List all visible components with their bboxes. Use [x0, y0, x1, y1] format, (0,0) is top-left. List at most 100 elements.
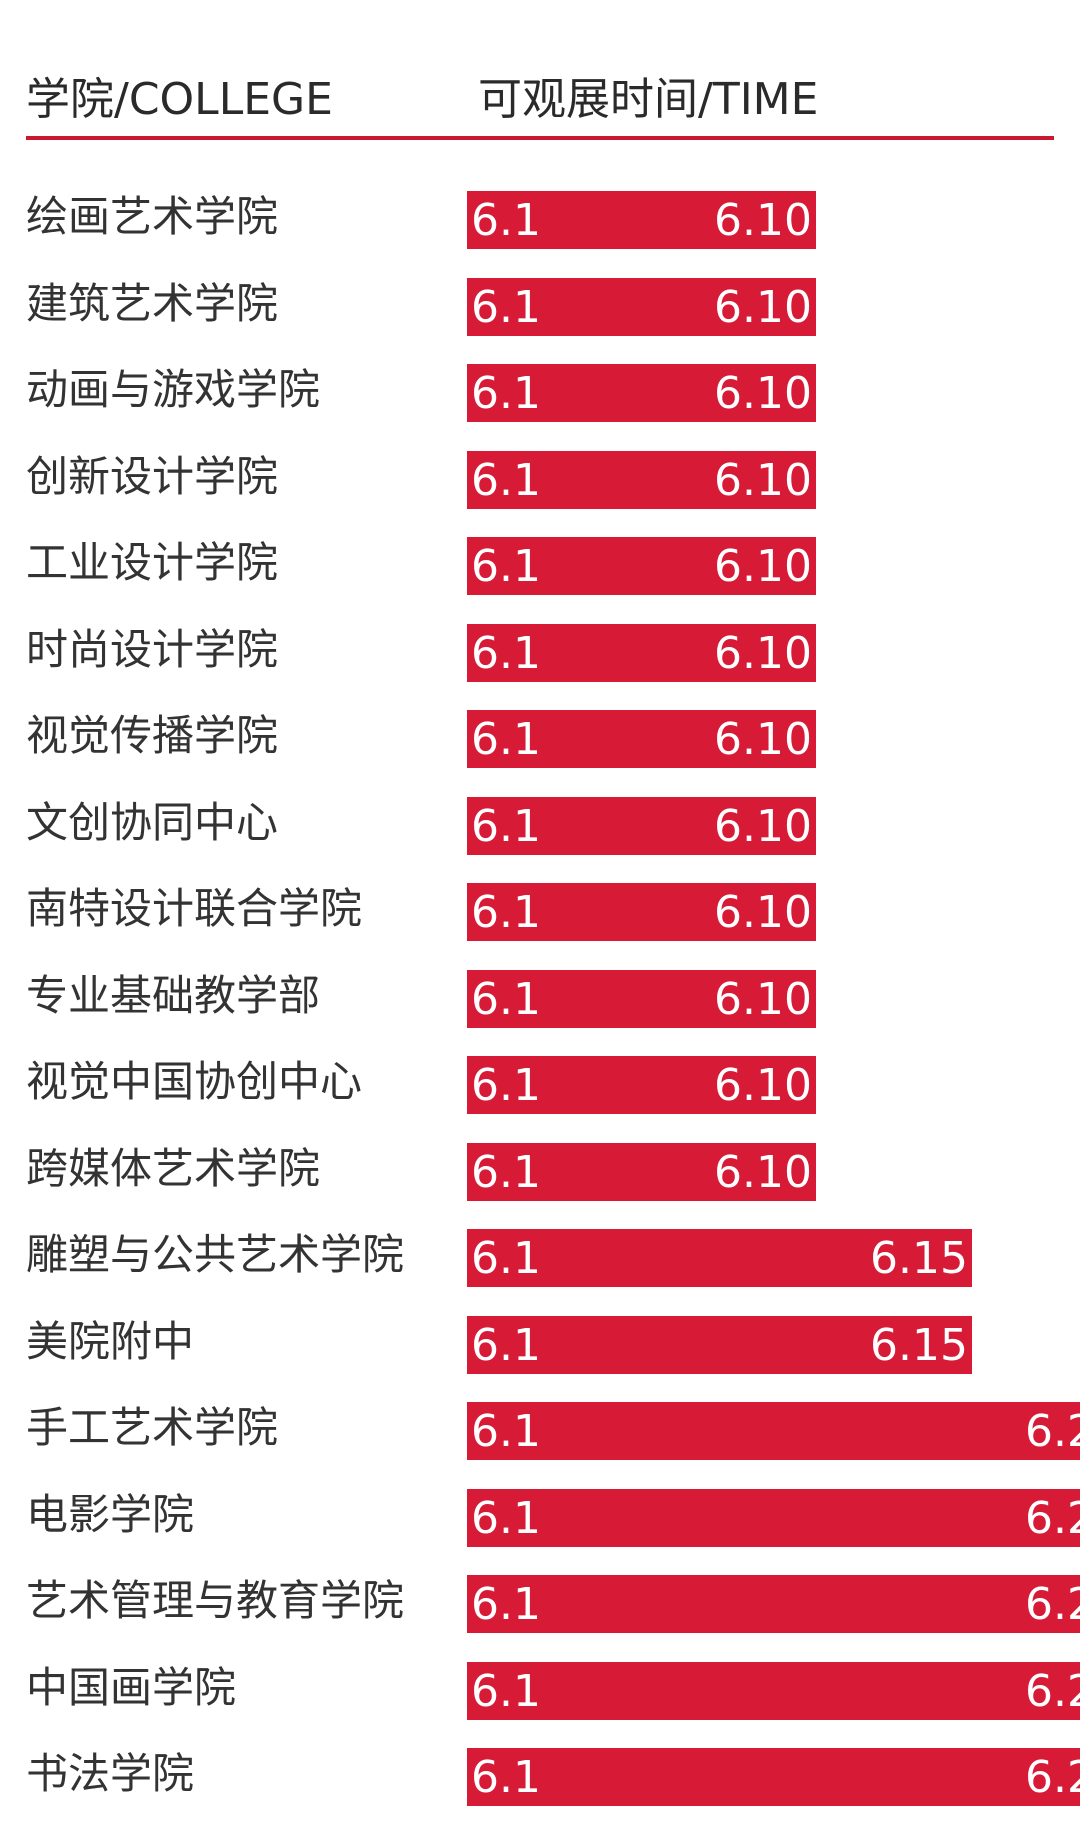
college-name: 美院附中	[26, 1316, 195, 1366]
college-row: 文创协同中心 6.1 6.10	[0, 793, 1080, 855]
college-name: 视觉中国协创中心	[26, 1057, 363, 1106]
bar-start-date: 6.1	[471, 1579, 541, 1630]
bar-start-date: 6.1	[471, 1406, 541, 1457]
bar-start-date: 6.1	[471, 281, 541, 333]
exhibition-period-bar: 6.1 6.20	[467, 1661, 1080, 1720]
bar-end-date: 6.10	[714, 541, 812, 592]
college-row: 雕塑与公共艺术学院 6.1 6.15	[0, 1225, 1080, 1287]
exhibition-period-bar: 6.1 6.10	[467, 450, 816, 509]
exhibition-period-bar: 6.1 6.10	[467, 537, 816, 595]
college-name: 艺术管理与教育学院	[26, 1576, 405, 1625]
bar-start-date: 6.1	[471, 800, 541, 852]
bar-start-date: 6.1	[471, 714, 541, 765]
bar-end-date: 6.15	[870, 1233, 968, 1284]
college-name: 动画与游戏学院	[26, 365, 321, 414]
exhibition-period-bar: 6.1 6.10	[467, 796, 816, 855]
bar-end-date: 6.10	[714, 454, 812, 506]
college-row: 时尚设计学院 6.1 6.10	[0, 620, 1080, 682]
college-row: 书法学院 6.1 6.20	[0, 1744, 1080, 1806]
header-divider	[26, 136, 1054, 140]
exhibition-period-bar: 6.1 6.15	[467, 1229, 972, 1287]
exhibition-period-bar: 6.1 6.10	[467, 364, 816, 422]
bar-end-date: 6.20	[1025, 1406, 1080, 1457]
college-row: 工业设计学院 6.1 6.10	[0, 533, 1080, 595]
bar-start-date: 6.1	[471, 627, 541, 679]
bar-start-date: 6.1	[471, 1146, 541, 1198]
college-name: 手工艺术学院	[26, 1403, 279, 1452]
bar-start-date: 6.1	[471, 1665, 541, 1717]
college-row: 跨媒体艺术学院 6.1 6.10	[0, 1139, 1080, 1201]
exhibition-period-bar: 6.1 6.20	[467, 1488, 1080, 1547]
bar-start-date: 6.1	[471, 195, 541, 246]
exhibition-period-bar: 6.1 6.20	[467, 1575, 1080, 1633]
college-row: 电影学院 6.1 6.20	[0, 1485, 1080, 1547]
college-row: 绘画艺术学院 6.1 6.10	[0, 187, 1080, 249]
bar-start-date: 6.1	[471, 541, 541, 592]
bar-start-date: 6.1	[471, 1492, 541, 1544]
exhibition-period-bar: 6.1 6.15	[467, 1315, 972, 1374]
college-name: 创新设计学院	[26, 451, 279, 501]
bar-end-date: 6.20	[1025, 1665, 1080, 1717]
college-name: 时尚设计学院	[26, 624, 279, 674]
table-header: 学院/COLLEGE 可观展时间/TIME	[0, 0, 1080, 150]
bar-start-date: 6.1	[471, 1060, 541, 1111]
bar-end-date: 6.10	[714, 368, 812, 419]
college-name: 工业设计学院	[26, 538, 279, 587]
exhibition-period-bar: 6.1 6.10	[467, 1142, 816, 1201]
bar-end-date: 6.10	[714, 800, 812, 852]
college-name: 视觉传播学院	[26, 711, 279, 760]
college-column-header: 学院/COLLEGE	[26, 74, 333, 125]
time-column-header: 可观展时间/TIME	[478, 74, 819, 125]
college-row: 艺术管理与教育学院 6.1 6.20	[0, 1571, 1080, 1633]
college-name: 建筑艺术学院	[26, 278, 279, 328]
exhibition-period-bar: 6.1 6.10	[467, 277, 816, 336]
bar-end-date: 6.10	[714, 887, 812, 938]
college-row: 中国画学院 6.1 6.20	[0, 1658, 1080, 1720]
exhibition-period-bar: 6.1 6.20	[467, 1402, 1080, 1460]
bar-start-date: 6.1	[471, 887, 541, 938]
college-name: 专业基础教学部	[26, 970, 321, 1020]
bar-end-date: 6.10	[714, 281, 812, 333]
exhibition-period-bar: 6.1 6.10	[467, 1056, 816, 1114]
college-row: 视觉中国协创中心 6.1 6.10	[0, 1052, 1080, 1114]
bar-end-date: 6.20	[1025, 1579, 1080, 1630]
exhibition-period-bar: 6.1 6.10	[467, 191, 816, 249]
bar-start-date: 6.1	[471, 1319, 541, 1371]
bar-start-date: 6.1	[471, 1233, 541, 1284]
college-row: 创新设计学院 6.1 6.10	[0, 447, 1080, 509]
college-name: 绘画艺术学院	[26, 192, 279, 241]
college-row: 建筑艺术学院 6.1 6.10	[0, 274, 1080, 336]
college-row: 专业基础教学部 6.1 6.10	[0, 966, 1080, 1028]
bar-start-date: 6.1	[471, 368, 541, 419]
exhibition-period-bar: 6.1 6.10	[467, 883, 816, 941]
bar-start-date: 6.1	[471, 454, 541, 506]
college-row: 美院附中 6.1 6.15	[0, 1312, 1080, 1374]
college-name: 中国画学院	[26, 1662, 237, 1712]
bar-end-date: 6.20	[1025, 1492, 1080, 1544]
exhibition-period-bar: 6.1 6.10	[467, 623, 816, 682]
college-row: 南特设计联合学院 6.1 6.10	[0, 879, 1080, 941]
college-name: 雕塑与公共艺术学院	[26, 1230, 405, 1279]
college-name: 电影学院	[26, 1489, 195, 1539]
college-row: 手工艺术学院 6.1 6.20	[0, 1398, 1080, 1460]
college-name: 跨媒体艺术学院	[26, 1143, 321, 1193]
college-name: 南特设计联合学院	[26, 884, 363, 933]
bar-end-date: 6.10	[714, 973, 812, 1025]
exhibition-period-bar: 6.1 6.10	[467, 969, 816, 1028]
college-name: 文创协同中心	[26, 797, 279, 847]
bar-end-date: 6.10	[714, 195, 812, 246]
bar-end-date: 6.20	[1025, 1752, 1080, 1803]
exhibition-period-bar: 6.1 6.10	[467, 710, 816, 768]
bar-end-date: 6.10	[714, 1060, 812, 1111]
bar-end-date: 6.10	[714, 1146, 812, 1198]
bar-start-date: 6.1	[471, 1752, 541, 1803]
bar-end-date: 6.10	[714, 714, 812, 765]
college-row: 动画与游戏学院 6.1 6.10	[0, 360, 1080, 422]
college-name: 书法学院	[26, 1749, 195, 1798]
exhibition-period-bar: 6.1 6.20	[467, 1748, 1080, 1806]
college-row: 视觉传播学院 6.1 6.10	[0, 706, 1080, 768]
bar-end-date: 6.15	[870, 1319, 968, 1371]
bar-end-date: 6.10	[714, 627, 812, 679]
bar-start-date: 6.1	[471, 973, 541, 1025]
